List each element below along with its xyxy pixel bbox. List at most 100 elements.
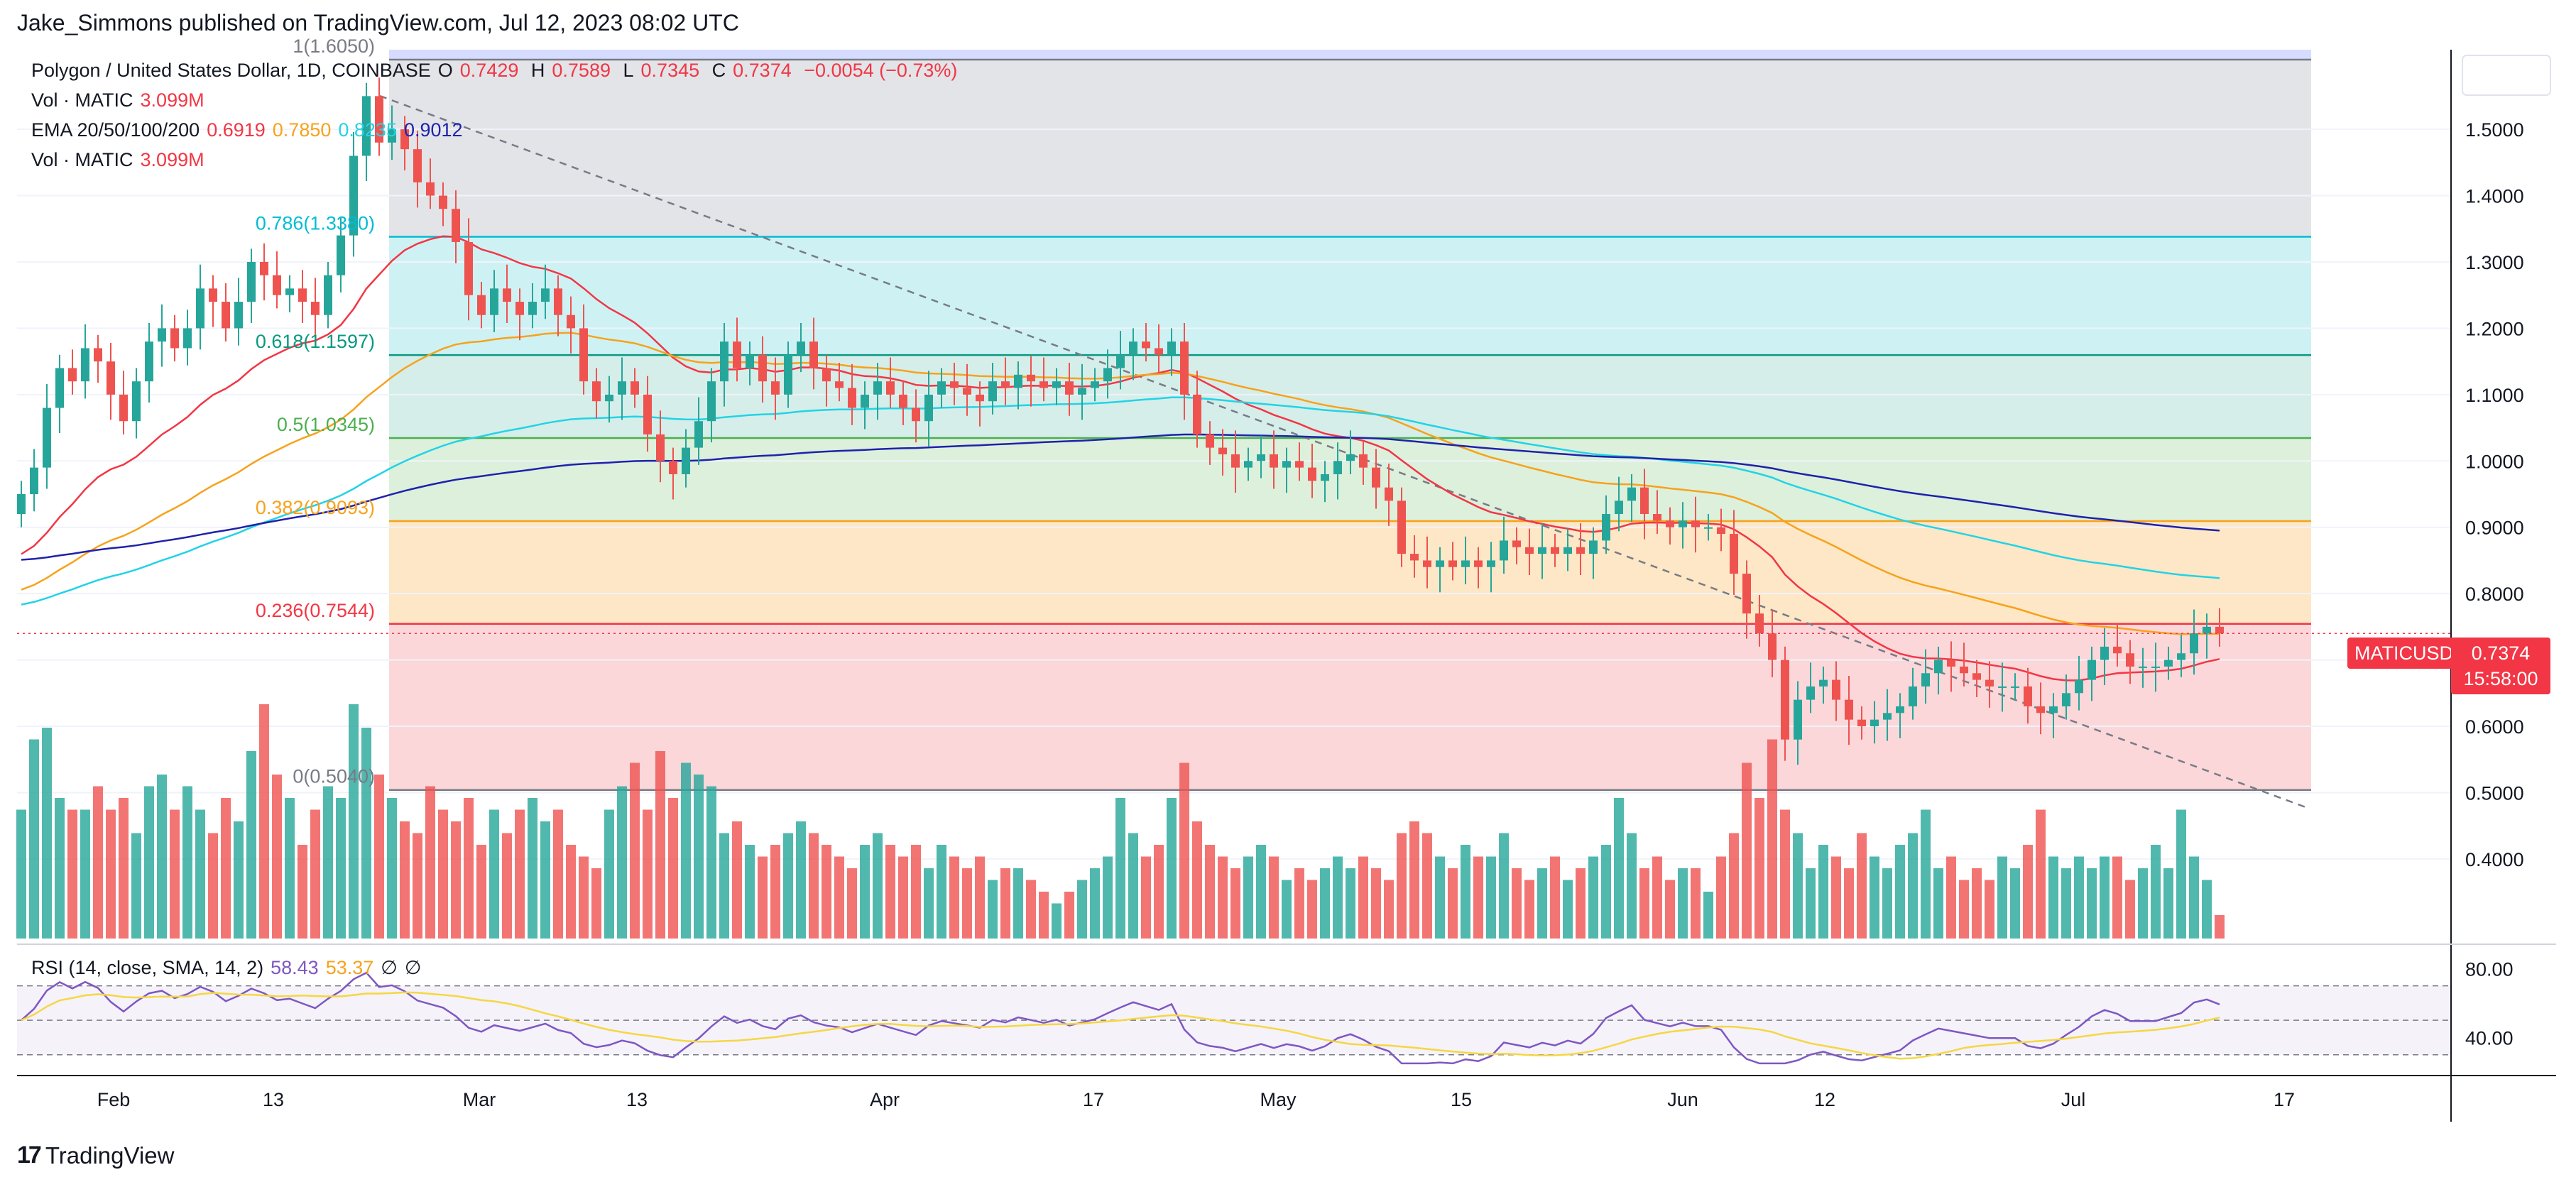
legend-open: 0.7429 xyxy=(459,60,519,81)
fib-label-0.618: 0.618(1.1597) xyxy=(256,331,375,352)
candle-body xyxy=(1103,368,1112,382)
volume-bar xyxy=(719,833,729,939)
volume-bar xyxy=(2036,809,2046,939)
volume-bar xyxy=(949,856,959,939)
volume-bar xyxy=(1218,856,1228,939)
volume-bar xyxy=(528,798,537,939)
volume-bar xyxy=(1141,856,1151,939)
volume-bar xyxy=(515,809,525,939)
volume-bar xyxy=(1780,809,1790,939)
publisher-line: Jake_Simmons published on TradingView.co… xyxy=(17,10,739,35)
candle-body xyxy=(669,461,677,474)
volume-bar xyxy=(1882,868,1892,939)
volume-bar xyxy=(809,833,819,939)
candle-body xyxy=(247,261,256,302)
candle-body xyxy=(375,96,383,143)
candle-body xyxy=(2049,706,2058,713)
volume-bar xyxy=(1703,892,1713,939)
volume-layer xyxy=(16,704,2225,939)
candle-body xyxy=(1896,706,1904,713)
volume-bar xyxy=(1358,856,1368,939)
legend-vol-label: Vol · MATIC xyxy=(31,89,133,111)
fib-zone-0.618 xyxy=(389,355,2311,439)
candle-body xyxy=(2126,653,2134,667)
volume-bar xyxy=(80,809,90,939)
volume-bar xyxy=(1205,845,1215,939)
legend-vol2-value: 3.099M xyxy=(140,149,204,170)
volume-bar xyxy=(988,880,998,939)
volume-bar xyxy=(1895,845,1905,939)
volume-bar xyxy=(2163,868,2173,939)
price-tag-value: 0.7374 xyxy=(2471,642,2531,664)
volume-bar xyxy=(1128,833,1138,939)
volume-bar xyxy=(2138,868,2148,939)
price-tick-label: 0.9000 xyxy=(2465,518,2524,539)
fib-zone-1 xyxy=(389,60,2311,237)
price-tag: 0.7374 15:58:00 xyxy=(2451,638,2550,694)
candle-body xyxy=(797,341,805,355)
price-tag-time: 15:58:00 xyxy=(2463,668,2538,689)
price-tick-label: 0.4000 xyxy=(2465,849,2524,870)
volume-bar xyxy=(591,868,601,939)
candle-body xyxy=(1794,699,1802,740)
price-tick-label: 0.5000 xyxy=(2465,782,2524,804)
volume-bar xyxy=(655,751,665,939)
volume-bar xyxy=(1167,798,1177,939)
volume-bar xyxy=(2176,809,2186,939)
candle-body xyxy=(771,381,780,395)
candle-body xyxy=(924,394,933,422)
candle-body xyxy=(822,368,831,382)
time-tick-label: Apr xyxy=(870,1089,900,1110)
candle-body xyxy=(452,209,460,242)
candle-body xyxy=(1155,348,1163,355)
time-tick-label: 13 xyxy=(263,1089,284,1110)
candle-body xyxy=(2151,666,2160,668)
candle-body xyxy=(912,407,920,422)
volume-bar xyxy=(1090,868,1100,939)
labels-layer: 1(1.6050) 0.786(1.3380) 0.618(1.1597) 0.5(1… xyxy=(256,35,375,787)
candles-layer xyxy=(17,77,2451,765)
volume-bar xyxy=(2215,915,2225,939)
rsi-line xyxy=(21,971,2220,1065)
price-tick-label: 1.1000 xyxy=(2465,385,2524,406)
volume-bar xyxy=(1665,880,1675,939)
candle-body xyxy=(1308,467,1316,481)
candle-body xyxy=(1909,686,1917,706)
volume-bar xyxy=(1192,821,1202,939)
candle-body xyxy=(2215,626,2224,634)
volume-bar xyxy=(1243,856,1253,939)
candle-body xyxy=(1921,673,1930,687)
volume-bar xyxy=(681,762,691,939)
volume-bar xyxy=(873,833,883,939)
volume-bar xyxy=(2125,880,2135,939)
candle-body xyxy=(1538,547,1546,554)
candle-body xyxy=(1116,354,1125,368)
volume-bar xyxy=(1230,868,1240,939)
price-tick-label: 1.2000 xyxy=(2465,318,2524,339)
volume-bar xyxy=(413,833,422,939)
candle-body xyxy=(1781,660,1789,740)
candle-body xyxy=(1525,547,1534,554)
volume-bar xyxy=(476,845,486,939)
volume-bar xyxy=(1959,880,1969,939)
volume-bar xyxy=(2010,868,2020,939)
legend-vol-row: Vol · MATIC 3.099M xyxy=(31,89,212,111)
volume-bar xyxy=(1754,798,1764,939)
candle-body xyxy=(1870,719,1879,727)
candle-body xyxy=(1934,660,1943,674)
candle-body xyxy=(1806,686,1815,700)
volume-bar xyxy=(1857,833,1867,939)
volume-bar xyxy=(42,728,52,939)
time-tick-label: May xyxy=(1260,1089,1297,1110)
candle-body xyxy=(2190,633,2198,654)
time-tick-label: Jun xyxy=(1667,1089,1698,1110)
tradingview-logo[interactable]: 17 TradingView xyxy=(17,1142,174,1169)
volume-bar xyxy=(1652,856,1662,939)
candle-body xyxy=(579,328,588,382)
volume-bar xyxy=(1588,856,1598,939)
legend-rsi-row: RSI (14, close, SMA, 14, 2) 58.43 53.37 ∅ ∅ xyxy=(31,957,428,979)
volume-bar xyxy=(310,809,320,939)
candle-body xyxy=(873,381,882,395)
volume-bar xyxy=(1512,868,1522,939)
